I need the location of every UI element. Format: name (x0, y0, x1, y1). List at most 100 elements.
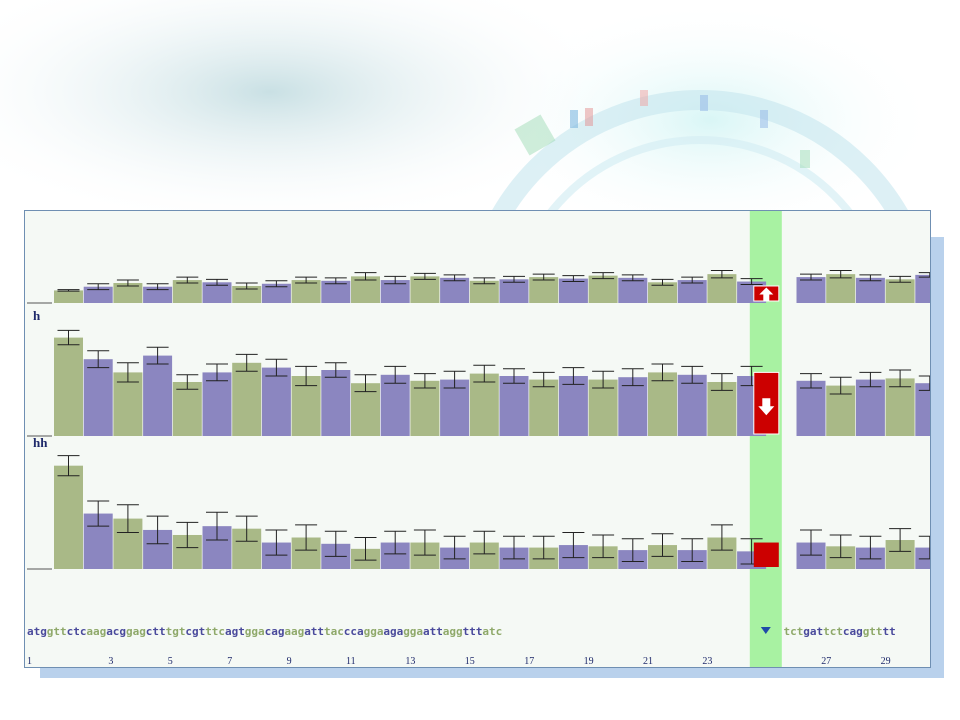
highlighted-codon-column (749, 211, 782, 667)
bar (469, 373, 499, 436)
bar (351, 276, 380, 303)
codon-label: ttt (463, 625, 483, 638)
bar (54, 290, 83, 303)
bar (855, 379, 885, 436)
position-label: 29 (881, 656, 891, 667)
bar (291, 280, 321, 303)
codon-label: tct (784, 625, 804, 638)
bar (915, 274, 930, 303)
bar (826, 274, 856, 303)
codon-label: aag (284, 625, 304, 638)
row-label: hh (33, 435, 48, 450)
codon-label: gag (126, 625, 146, 638)
bar (558, 376, 588, 436)
bar (143, 286, 173, 303)
codon-label: cca (344, 625, 364, 638)
bar (321, 280, 351, 303)
bar (440, 379, 470, 436)
codon-label: gga (403, 625, 423, 638)
codon-label: tct (823, 625, 843, 638)
arrow-up-icon (759, 287, 774, 301)
bar (648, 545, 677, 569)
bar (83, 286, 113, 303)
bar (618, 377, 648, 436)
row-label: h (33, 308, 41, 323)
bar (588, 379, 618, 436)
codon-chart-panel: h hh atg gtt ctc aag acg gag ctt tgt cgt ttc agt gga c… (24, 210, 931, 668)
bar (83, 359, 113, 436)
bar (202, 372, 232, 436)
arrow-down-icon (758, 398, 775, 416)
position-label: 27 (821, 656, 831, 667)
codon-label: acg (106, 625, 126, 638)
bar (113, 283, 143, 303)
bar (885, 378, 915, 436)
bar (232, 362, 262, 436)
position-label: 19 (584, 656, 594, 667)
bar (855, 277, 885, 303)
codon-label: cag (843, 625, 863, 638)
bar (440, 277, 470, 303)
codon-label: agt (225, 625, 245, 638)
bar (113, 372, 143, 436)
codon-label: ctt (146, 625, 166, 638)
bar (618, 277, 648, 303)
position-label: 1 (27, 656, 32, 667)
bar (143, 355, 173, 436)
codon-label: atc (482, 625, 502, 638)
codon-label: atg (27, 625, 47, 638)
codon-label: aga (383, 625, 403, 638)
codon-label: cag (265, 625, 285, 638)
codon-label: cgt (185, 625, 205, 638)
bar (885, 279, 915, 303)
bar (499, 279, 529, 303)
codon-label: gtt (47, 625, 67, 638)
codon-label: gga (364, 625, 384, 638)
bar (707, 382, 737, 436)
position-label: 11 (346, 656, 356, 667)
bar (648, 372, 677, 436)
codon-label: gtt (863, 625, 883, 638)
codon-label: att (304, 625, 324, 638)
codon-label: ctc (67, 625, 87, 638)
codon-label: tgt (166, 625, 186, 638)
position-label: 13 (405, 656, 415, 667)
codon-label: agg (443, 625, 463, 638)
bar (648, 282, 677, 303)
bar (202, 282, 232, 303)
position-label: 17 (524, 656, 534, 667)
bar (172, 382, 202, 436)
codon-label: gat (803, 625, 823, 638)
bar (261, 283, 291, 303)
current-codon-pointer-icon (760, 627, 771, 634)
bar (380, 280, 410, 303)
position-label: 23 (702, 656, 712, 667)
bar (677, 374, 707, 436)
bar (529, 277, 559, 303)
codon-label: tac (324, 625, 344, 638)
bar (232, 285, 262, 303)
bar (796, 380, 826, 436)
bar (410, 380, 440, 436)
bar (915, 383, 930, 436)
bar (915, 547, 930, 569)
bar (796, 277, 826, 303)
bar (558, 278, 588, 303)
bar (261, 367, 291, 436)
bar (707, 274, 737, 303)
codon-label: ttc (205, 625, 225, 638)
bar (588, 275, 618, 303)
codon-label: tt (883, 625, 896, 638)
bar (54, 337, 83, 436)
bar (321, 370, 351, 436)
position-label: 9 (287, 656, 292, 667)
codon-label: gga (245, 625, 265, 638)
codon-label: aag (86, 625, 106, 638)
bar (54, 465, 83, 569)
position-label: 15 (465, 656, 475, 667)
bar (499, 376, 529, 436)
bar (172, 280, 202, 303)
bar (380, 374, 410, 436)
change-marker (753, 542, 779, 567)
